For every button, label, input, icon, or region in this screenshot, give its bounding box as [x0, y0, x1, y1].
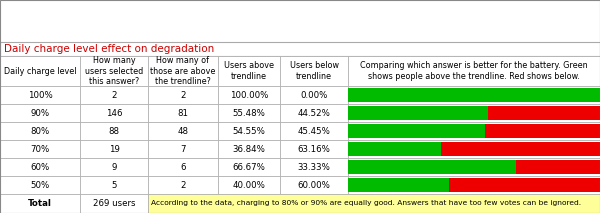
Text: 36.84%: 36.84%: [233, 144, 265, 154]
Bar: [280, 140, 348, 158]
Bar: [0, 42, 600, 56]
Bar: [218, 56, 280, 86]
Bar: [218, 176, 280, 194]
Text: 2: 2: [111, 91, 117, 99]
Text: 6: 6: [180, 163, 186, 171]
Bar: [0, 122, 80, 140]
Bar: [218, 122, 280, 140]
Text: 100%: 100%: [28, 91, 52, 99]
Bar: [0, 140, 80, 158]
Bar: [218, 140, 280, 158]
Bar: [348, 106, 488, 120]
Text: 19: 19: [109, 144, 119, 154]
Text: 7: 7: [180, 144, 186, 154]
Text: 55.48%: 55.48%: [233, 108, 265, 118]
Text: 2: 2: [180, 180, 186, 190]
Text: How many
users selected
this answer?: How many users selected this answer?: [85, 56, 143, 86]
Bar: [0, 194, 80, 213]
Text: 88: 88: [109, 127, 119, 135]
Text: 2: 2: [180, 91, 186, 99]
Bar: [148, 122, 218, 140]
Text: 48: 48: [178, 127, 188, 135]
Bar: [348, 160, 516, 174]
Bar: [280, 158, 348, 176]
Bar: [348, 88, 600, 102]
Bar: [348, 176, 600, 194]
Bar: [280, 86, 348, 104]
Bar: [80, 140, 148, 158]
Text: 60.00%: 60.00%: [298, 180, 331, 190]
Text: Daily charge level effect on degradation: Daily charge level effect on degradation: [4, 44, 214, 54]
Text: 81: 81: [178, 108, 188, 118]
Bar: [148, 140, 218, 158]
Bar: [449, 178, 600, 192]
Text: 70%: 70%: [31, 144, 50, 154]
Bar: [148, 56, 218, 86]
Bar: [348, 104, 600, 122]
Text: 66.67%: 66.67%: [233, 163, 265, 171]
Bar: [148, 104, 218, 122]
Bar: [488, 106, 600, 120]
Text: 5: 5: [111, 180, 117, 190]
Bar: [0, 104, 80, 122]
Text: According to the data, charging to 80% or 90% are equally good. Answers that hav: According to the data, charging to 80% o…: [151, 200, 581, 206]
Text: 60%: 60%: [31, 163, 50, 171]
Bar: [348, 56, 600, 86]
Text: Comparing which answer is better for the battery. Green
shows people above the t: Comparing which answer is better for the…: [360, 61, 588, 81]
Text: 40.00%: 40.00%: [233, 180, 265, 190]
Bar: [80, 122, 148, 140]
Bar: [0, 158, 80, 176]
Text: Users below
trendline: Users below trendline: [290, 61, 338, 81]
Bar: [280, 122, 348, 140]
Text: Total: Total: [28, 199, 52, 208]
Bar: [218, 104, 280, 122]
Bar: [280, 104, 348, 122]
Bar: [80, 158, 148, 176]
Text: 50%: 50%: [31, 180, 50, 190]
Bar: [148, 176, 218, 194]
Bar: [280, 56, 348, 86]
Bar: [148, 158, 218, 176]
Bar: [218, 86, 280, 104]
Text: How many of
those are above
the trendline?: How many of those are above the trendlin…: [151, 56, 215, 86]
Bar: [80, 86, 148, 104]
Bar: [485, 124, 600, 138]
Bar: [80, 56, 148, 86]
Text: 54.55%: 54.55%: [233, 127, 265, 135]
Bar: [348, 86, 600, 104]
Text: 269 users: 269 users: [93, 199, 135, 208]
Bar: [516, 160, 600, 174]
Bar: [280, 176, 348, 194]
Bar: [0, 56, 80, 86]
Bar: [0, 176, 80, 194]
Text: 33.33%: 33.33%: [298, 163, 331, 171]
Text: 90%: 90%: [31, 108, 50, 118]
Text: 63.16%: 63.16%: [298, 144, 331, 154]
Bar: [80, 104, 148, 122]
Bar: [348, 178, 449, 192]
Bar: [148, 86, 218, 104]
Bar: [348, 140, 600, 158]
Bar: [441, 142, 600, 156]
Text: 100.00%: 100.00%: [230, 91, 268, 99]
Text: 80%: 80%: [31, 127, 50, 135]
Bar: [80, 194, 148, 213]
Bar: [148, 194, 600, 213]
Bar: [218, 158, 280, 176]
Text: 45.45%: 45.45%: [298, 127, 331, 135]
Text: Daily charge level: Daily charge level: [4, 66, 76, 75]
Bar: [348, 122, 600, 140]
Text: 44.52%: 44.52%: [298, 108, 331, 118]
Bar: [348, 158, 600, 176]
Text: Users above
trendline: Users above trendline: [224, 61, 274, 81]
Bar: [80, 176, 148, 194]
Bar: [348, 142, 441, 156]
Bar: [0, 86, 80, 104]
Bar: [348, 124, 485, 138]
Text: 146: 146: [106, 108, 122, 118]
Text: 0.00%: 0.00%: [301, 91, 328, 99]
Text: 9: 9: [112, 163, 116, 171]
